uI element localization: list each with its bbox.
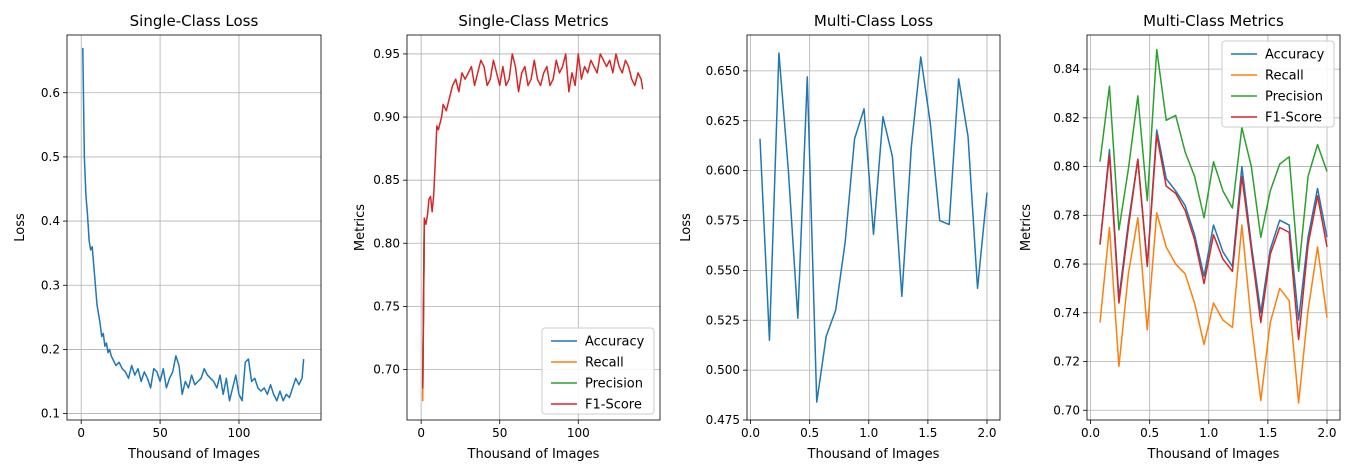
chart-multi-metrics: 0.0 0.5 1.0 1.5 2.0 0.70 0.72 0.74 0.76 0.78 0.80 0…	[1019, 12, 1341, 462]
y-tick-label: 0.90	[373, 110, 400, 124]
chart-title: Single-Class Loss	[130, 12, 259, 30]
legend: Accuracy Recall Precision F1-Score	[1221, 40, 1335, 128]
legend-box	[1221, 40, 1335, 128]
y-tick-label: 0.80	[373, 236, 400, 250]
x-axis-label: Thousand of Images	[467, 447, 600, 462]
y-tick-label: 0.74	[1053, 306, 1080, 320]
y-tick-label: 0.500	[706, 363, 740, 377]
series-line-f1-score	[421, 53, 644, 389]
y-tick-label: 0.70	[1053, 403, 1080, 417]
series-line-loss	[759, 52, 988, 403]
y-tick-label: 0.85	[373, 173, 400, 187]
x-tick-label: 0	[77, 426, 85, 440]
series-line-recall	[1099, 212, 1328, 404]
x-tick-label: 0.5	[1140, 426, 1159, 440]
x-tick-label: 1.5	[1258, 426, 1277, 440]
x-tick-label: 0.5	[800, 426, 819, 440]
y-tick-label: 0.525	[706, 313, 740, 327]
legend-entry: Accuracy	[1265, 48, 1325, 63]
y-tick-label: 0.2	[41, 342, 60, 356]
x-tick-label: 0.0	[1081, 426, 1100, 440]
x-tick-label: 1.0	[859, 426, 878, 440]
x-tick-label: 2.0	[1317, 426, 1336, 440]
legend: Accuracy Recall Precision F1-Score	[541, 327, 655, 415]
y-tick-label: 0.550	[706, 263, 740, 277]
chart-multi-loss: 0.0 0.5 1.0 1.5 2.0 0.475 0.500 0.525 0.550 0.575…	[679, 12, 1001, 462]
y-tick-label: 0.84	[1053, 62, 1080, 76]
axes-frame	[1086, 34, 1341, 421]
legend-box	[541, 327, 655, 415]
y-tick-label: 0.575	[706, 214, 740, 228]
series-line-precision	[1099, 48, 1328, 273]
chart-single-loss: 0 50 100 0.1 0.2 0.3 0.4 0.5 0.6 Single-Class Los…	[13, 12, 322, 462]
legend-entry: Accuracy	[585, 335, 645, 350]
chart-single-metrics: 0 50 100 0.70 0.75 0.80 0.85 0.90 0.95 Single-Cla…	[353, 12, 661, 462]
x-tick-label: 2.0	[977, 426, 996, 440]
legend-entry: Precision	[1265, 90, 1323, 105]
y-tick-label: 0.75	[373, 299, 400, 313]
y-tick-label: 0.82	[1053, 111, 1080, 125]
axes-frame	[406, 34, 661, 421]
y-tick-label: 0.625	[706, 114, 740, 128]
x-tick-label: 50	[492, 426, 507, 440]
chart-title: Single-Class Metrics	[458, 12, 608, 30]
y-tick-label: 0.3	[41, 278, 60, 292]
plot-area	[67, 35, 321, 420]
x-tick-label: 0.0	[741, 426, 760, 440]
y-tick-label: 0.72	[1053, 355, 1080, 369]
x-axis-label: Thousand of Images	[127, 447, 260, 462]
y-tick-label: 0.475	[706, 413, 740, 427]
y-tick-label: 0.4	[41, 214, 60, 228]
axes-frame	[66, 34, 322, 421]
x-tick-label: 1.5	[918, 426, 937, 440]
x-tick-label: 100	[567, 426, 590, 440]
y-axis-label: Metrics	[1019, 204, 1034, 251]
x-tick-label: 0	[417, 426, 425, 440]
legend-entry: Precision	[585, 377, 643, 392]
y-tick-label: 0.6	[41, 86, 60, 100]
legend-entry: F1-Score	[1265, 111, 1322, 126]
legend-entry: Recall	[1265, 69, 1304, 84]
x-tick-label: 1.0	[1199, 426, 1218, 440]
y-tick-label: 0.76	[1053, 257, 1080, 271]
y-tick-label: 0.70	[373, 363, 400, 377]
y-axis-label: Metrics	[353, 204, 368, 251]
y-tick-label: 0.5	[41, 150, 60, 164]
axes-frame	[746, 34, 1001, 421]
y-tick-label: 0.600	[706, 164, 740, 178]
y-tick-label: 0.650	[706, 64, 740, 78]
x-tick-label: 100	[228, 426, 251, 440]
y-tick-label: 0.80	[1053, 160, 1080, 174]
y-tick-label: 0.1	[41, 407, 60, 421]
y-tick-label: 0.78	[1053, 208, 1080, 222]
legend-entry: F1-Score	[585, 398, 642, 413]
chart-title: Multi-Class Loss	[814, 12, 933, 30]
x-axis-label: Thousand of Images	[1147, 447, 1280, 462]
series-line-f1-score	[1099, 134, 1328, 341]
legend-entry: Recall	[585, 356, 624, 371]
y-axis-label: Loss	[679, 213, 694, 242]
series-line-loss	[82, 47, 305, 402]
chart-title: Multi-Class Metrics	[1143, 12, 1284, 30]
x-axis-label: Thousand of Images	[807, 447, 940, 462]
x-tick-label: 50	[152, 426, 167, 440]
y-tick-label: 0.95	[373, 47, 400, 61]
y-axis-label: Loss	[13, 213, 28, 242]
